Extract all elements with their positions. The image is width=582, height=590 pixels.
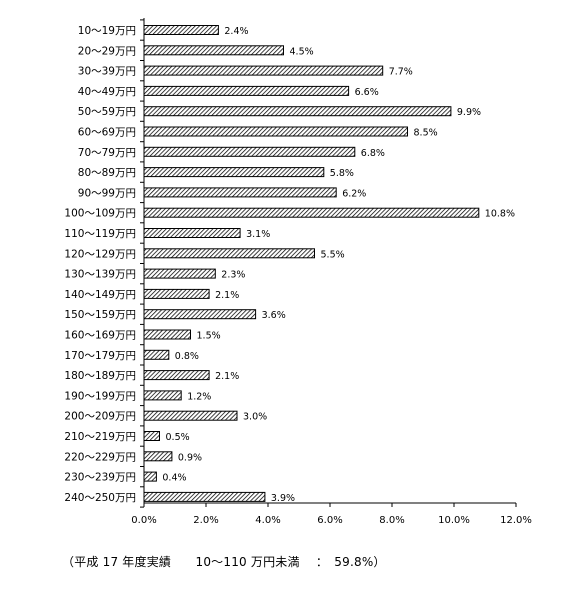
data-label: 0.4% xyxy=(162,473,186,484)
x-tick-label: 6.0% xyxy=(317,515,342,526)
data-label: 3.0% xyxy=(243,412,267,423)
bar xyxy=(143,309,257,320)
category-label: 240～250万円 xyxy=(64,492,136,504)
category-label: 220～229万円 xyxy=(64,451,136,463)
data-label: 1.2% xyxy=(187,391,211,402)
category-label: 230～239万円 xyxy=(64,472,136,484)
bar xyxy=(143,491,266,502)
bar xyxy=(143,349,170,360)
bar xyxy=(143,85,350,96)
x-tick-label: 0.0% xyxy=(131,515,156,526)
x-ticks: 0.0% 2.0% 4.0% 6.0% 8.0% 10.0% 12.0% xyxy=(131,503,532,526)
data-label: 6.2% xyxy=(342,188,366,199)
category-label: 190～199万円 xyxy=(64,390,136,402)
bar xyxy=(143,126,408,137)
bar xyxy=(143,167,325,178)
bar xyxy=(143,471,157,482)
bar xyxy=(143,248,315,259)
bars-group xyxy=(143,25,480,502)
data-label: 6.6% xyxy=(355,87,379,98)
data-label: 5.5% xyxy=(321,249,345,260)
data-label: 6.8% xyxy=(361,148,385,159)
data-labels: 2.4% 4.5% 7.7% 6.6% 9.9% 8.5% 6.8% 5.8% 6.2% 10.8… xyxy=(162,26,515,504)
category-label: 150～159万円 xyxy=(64,309,136,321)
data-label: 0.5% xyxy=(166,432,190,443)
bar xyxy=(143,187,337,198)
bar xyxy=(143,370,210,381)
data-label: 7.7% xyxy=(389,67,413,78)
x-tick-label: 12.0% xyxy=(500,515,532,526)
bar xyxy=(143,288,210,299)
bar xyxy=(143,106,452,117)
category-label: 20～29万円 xyxy=(78,45,136,57)
category-label: 110～119万円 xyxy=(64,228,136,240)
bar xyxy=(143,390,182,401)
category-label: 60～69万円 xyxy=(78,127,136,139)
data-label: 3.9% xyxy=(271,493,295,504)
category-label: 90～99万円 xyxy=(78,187,136,199)
data-label: 3.6% xyxy=(262,310,286,321)
bar xyxy=(143,228,241,238)
bar xyxy=(143,65,384,76)
category-label: 140～149万円 xyxy=(64,289,136,301)
x-tick-label: 10.0% xyxy=(438,515,470,526)
x-tick-label: 2.0% xyxy=(193,515,218,526)
data-label: 2.4% xyxy=(224,26,248,37)
bar xyxy=(143,431,160,441)
bar xyxy=(143,329,191,340)
bar-chart: 10～19万円 20～29万円 30～39万円 40～49万円 50～59万円 60～69… xyxy=(64,18,532,526)
data-label: 2.1% xyxy=(215,371,239,382)
data-label: 2.1% xyxy=(215,290,239,301)
category-label: 30～39万円 xyxy=(78,66,136,78)
bar xyxy=(143,207,480,218)
x-tick-label: 4.0% xyxy=(255,515,280,526)
data-label: 2.3% xyxy=(221,270,245,281)
category-label: 130～139万円 xyxy=(64,269,136,281)
data-label: 0.9% xyxy=(178,452,202,463)
category-labels: 10～19万円 20～29万円 30～39万円 40～49万円 50～59万円 60～69… xyxy=(64,25,136,504)
category-label: 120～129万円 xyxy=(64,248,136,260)
category-label: 100～109万円 xyxy=(64,208,136,220)
x-tick-label: 8.0% xyxy=(379,515,404,526)
category-label: 50～59万円 xyxy=(78,106,136,118)
category-label: 40～49万円 xyxy=(78,86,136,98)
data-label: 8.5% xyxy=(414,128,438,139)
category-label: 10～19万円 xyxy=(78,25,136,37)
data-label: 3.1% xyxy=(246,229,270,240)
data-label: 4.5% xyxy=(290,46,314,57)
data-label: 5.8% xyxy=(330,168,354,179)
bar xyxy=(143,410,238,421)
bar xyxy=(143,451,173,462)
data-label: 1.5% xyxy=(197,331,221,342)
data-label: 9.9% xyxy=(457,107,481,118)
category-label: 80～89万円 xyxy=(78,167,136,179)
category-label: 210～219万円 xyxy=(64,431,136,443)
category-label: 180～189万円 xyxy=(64,370,136,382)
bar xyxy=(143,25,219,35)
bar xyxy=(143,45,284,56)
category-label: 160～169万円 xyxy=(64,330,136,342)
footnote: （平成 17 年度実績 10～110 万円未満 ： 59.8%） xyxy=(62,555,386,569)
bar xyxy=(143,146,356,157)
data-label: 10.8% xyxy=(485,209,515,220)
bar xyxy=(143,268,216,279)
category-label: 200～209万円 xyxy=(64,411,136,423)
data-label: 0.8% xyxy=(175,351,199,362)
category-label: 170～179万円 xyxy=(64,350,136,362)
category-label: 70～79万円 xyxy=(78,147,136,159)
